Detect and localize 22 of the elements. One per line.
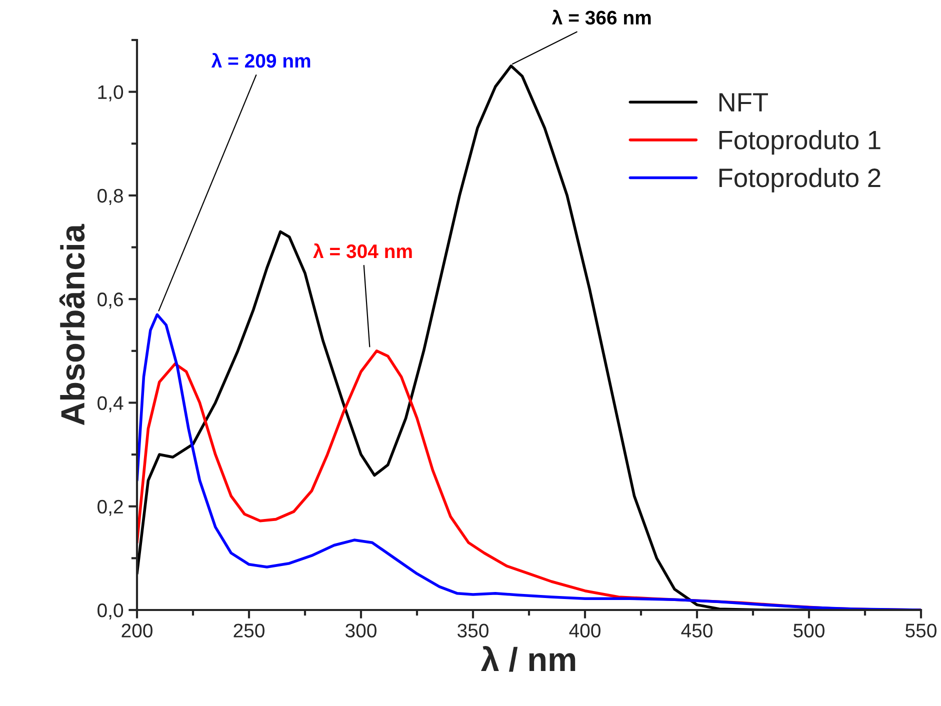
y-tick-label: 0,2 <box>98 500 123 516</box>
y-axis-title: Absorbância <box>59 224 85 426</box>
x-tick-label: 250 <box>234 624 264 638</box>
x-tick-label: 300 <box>346 624 376 638</box>
legend-label: NFT <box>719 93 768 112</box>
x-tick-label: 450 <box>681 624 712 638</box>
legend-label: Fotoproduto 1 <box>719 130 880 155</box>
y-tick-label: 1,0 <box>98 85 124 102</box>
x-axis-title: λ / nm <box>480 646 576 672</box>
x-tick-label: 400 <box>569 624 600 638</box>
y-tick-label: 0,4 <box>98 396 124 412</box>
annotation: λ = 366 nm <box>552 10 651 25</box>
x-tick-label: 350 <box>458 624 488 638</box>
annotation: λ = 304 nm <box>313 243 412 258</box>
y-tick-label: 0,0 <box>98 603 124 620</box>
annotation: λ = 209 nm <box>211 52 310 68</box>
y-tick-label: 0,6 <box>98 292 123 309</box>
y-tick-label: 0,8 <box>98 188 123 205</box>
x-tick-label: 200 <box>122 624 152 638</box>
x-tick-label: 550 <box>906 624 936 638</box>
x-tick-label: 500 <box>794 624 824 638</box>
legend-label: Fotoproduto 2 <box>719 168 880 192</box>
